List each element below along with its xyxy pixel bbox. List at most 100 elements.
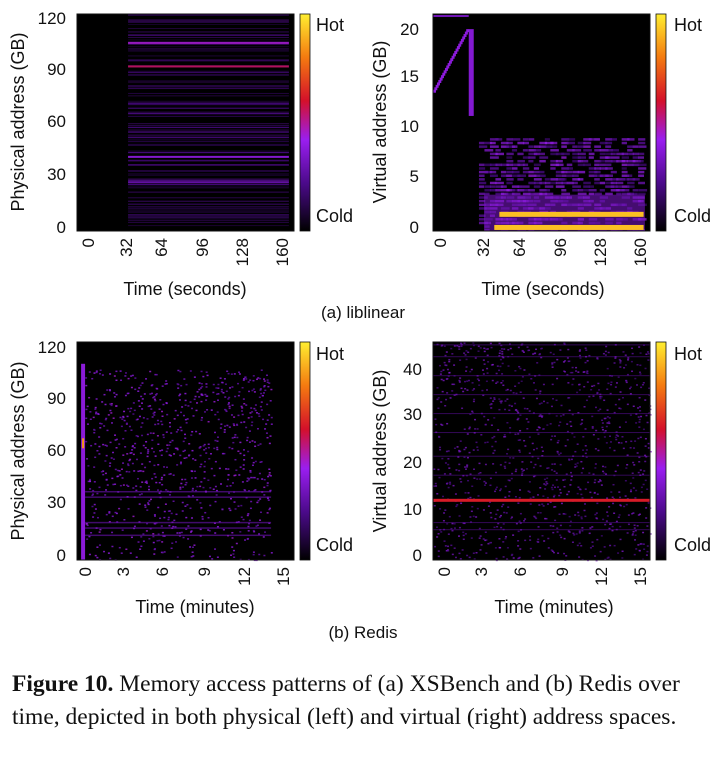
heatmap-cell xyxy=(193,544,196,546)
heatmap-cell xyxy=(220,390,223,393)
heatmap-cell xyxy=(520,380,523,383)
heatmap-cell xyxy=(511,149,518,152)
heatmap-cell xyxy=(267,385,270,388)
heatmap-cell xyxy=(506,138,513,141)
heatmap-row xyxy=(128,137,289,138)
heatmap-cell xyxy=(139,486,142,488)
heatmap-cell xyxy=(595,512,598,514)
heatmap-cell xyxy=(544,138,550,141)
heatmap-cell xyxy=(184,478,187,481)
heatmap-cell xyxy=(464,492,467,494)
heatmap-cell xyxy=(186,503,189,506)
heatmap-cell xyxy=(196,402,199,404)
heatmap-cell xyxy=(140,470,143,472)
heatmap-cell xyxy=(147,405,150,408)
heatmap-cell xyxy=(605,138,613,141)
heatmap-cell xyxy=(264,389,267,392)
heatmap-cell xyxy=(142,470,145,473)
heatmap-cell xyxy=(522,469,525,471)
heatmap-cell xyxy=(153,553,156,555)
heatmap-cell xyxy=(147,503,150,506)
heatmap-cell xyxy=(522,189,530,192)
heatmap-cell xyxy=(105,417,108,420)
heatmap-cell xyxy=(234,508,237,510)
heatmap-row xyxy=(128,74,289,76)
heatmap-cell xyxy=(533,149,542,152)
heatmap-cell xyxy=(515,408,518,411)
heatmap-cell xyxy=(216,446,219,449)
heatmap-cell xyxy=(572,152,579,156)
heatmap-cell xyxy=(478,384,481,386)
heatmap-cell xyxy=(108,511,111,513)
heatmap-cell xyxy=(248,490,251,492)
heatmap-cell xyxy=(510,477,513,480)
heatmap-cell xyxy=(115,446,118,449)
heatmap-cell xyxy=(191,470,194,473)
heatmap-cell xyxy=(155,393,158,395)
heatmap-row xyxy=(128,183,289,185)
heatmap-cell xyxy=(550,152,559,156)
heatmap-cell xyxy=(520,468,523,470)
heatmap-cell xyxy=(268,472,271,474)
heatmap-cell xyxy=(523,369,526,371)
heatmap-cell xyxy=(138,415,141,418)
heatmap-cell xyxy=(253,441,256,443)
heatmap-cell xyxy=(628,387,631,390)
heatmap-cell xyxy=(86,524,89,527)
heatmap-cell xyxy=(492,463,495,465)
heatmap-cell xyxy=(270,388,273,391)
heatmap-cell xyxy=(633,447,636,449)
heatmap-cell xyxy=(487,542,490,545)
heatmap-row xyxy=(128,41,289,43)
heatmap-cell xyxy=(614,470,617,473)
heatmap-cell xyxy=(98,531,101,533)
panel-redis-virtual: 0 10 20 30 40 Virtual address (GB) 0 3 6… xyxy=(370,341,711,617)
heatmap-cell xyxy=(254,460,257,463)
heatmap-cell xyxy=(478,174,485,177)
heatmap-cell xyxy=(642,428,645,431)
heatmap-cell xyxy=(540,402,543,404)
heatmap-cell xyxy=(629,393,632,395)
heatmap-cell xyxy=(641,543,644,545)
heatmap-cell xyxy=(607,351,610,354)
heatmap-row xyxy=(128,173,289,175)
heatmap-cell xyxy=(576,443,579,445)
heatmap-cell xyxy=(537,512,540,514)
heatmap-cell xyxy=(538,353,541,356)
heatmap-cell xyxy=(230,373,233,375)
heatmap-cell xyxy=(213,474,216,477)
heatmap-cell xyxy=(106,484,109,486)
heatmap-cell xyxy=(506,398,509,400)
heatmap-cell xyxy=(85,384,88,387)
heatmap-cell xyxy=(149,405,152,407)
heatmap-cell xyxy=(533,515,536,518)
heatmap-cell xyxy=(134,377,137,379)
heatmap-cell xyxy=(176,414,179,417)
heatmap-cell xyxy=(484,423,487,426)
heatmap-cell xyxy=(433,468,436,470)
heatmap-cell xyxy=(100,471,103,473)
heatmap-cell xyxy=(242,464,245,466)
heatmap-cell xyxy=(463,352,466,354)
heatmap-cell xyxy=(112,458,115,460)
heatmap-cell xyxy=(614,386,617,388)
x-axis-label: Time (seconds) xyxy=(481,279,604,299)
heatmap-cell xyxy=(509,457,512,459)
x-tick-label: 32 xyxy=(117,238,136,257)
heatmap-cell xyxy=(259,511,262,514)
heatmap-cell xyxy=(161,385,164,387)
heatmap-cell xyxy=(201,515,204,518)
heatmap-cell xyxy=(450,58,454,62)
heatmap-cell xyxy=(435,84,439,88)
heatmap-cell xyxy=(182,486,185,488)
heatmap-cell xyxy=(578,389,581,391)
heatmap-row xyxy=(128,60,289,62)
heatmap-cell xyxy=(599,152,606,156)
heatmap-cell xyxy=(559,534,562,536)
heatmap-cell xyxy=(142,444,145,447)
heatmap-cell xyxy=(438,80,442,84)
heatmap-cell xyxy=(593,481,596,484)
heatmap-cell xyxy=(102,470,105,472)
x-tick-label: 64 xyxy=(152,238,171,257)
heatmap-cell xyxy=(588,192,595,196)
